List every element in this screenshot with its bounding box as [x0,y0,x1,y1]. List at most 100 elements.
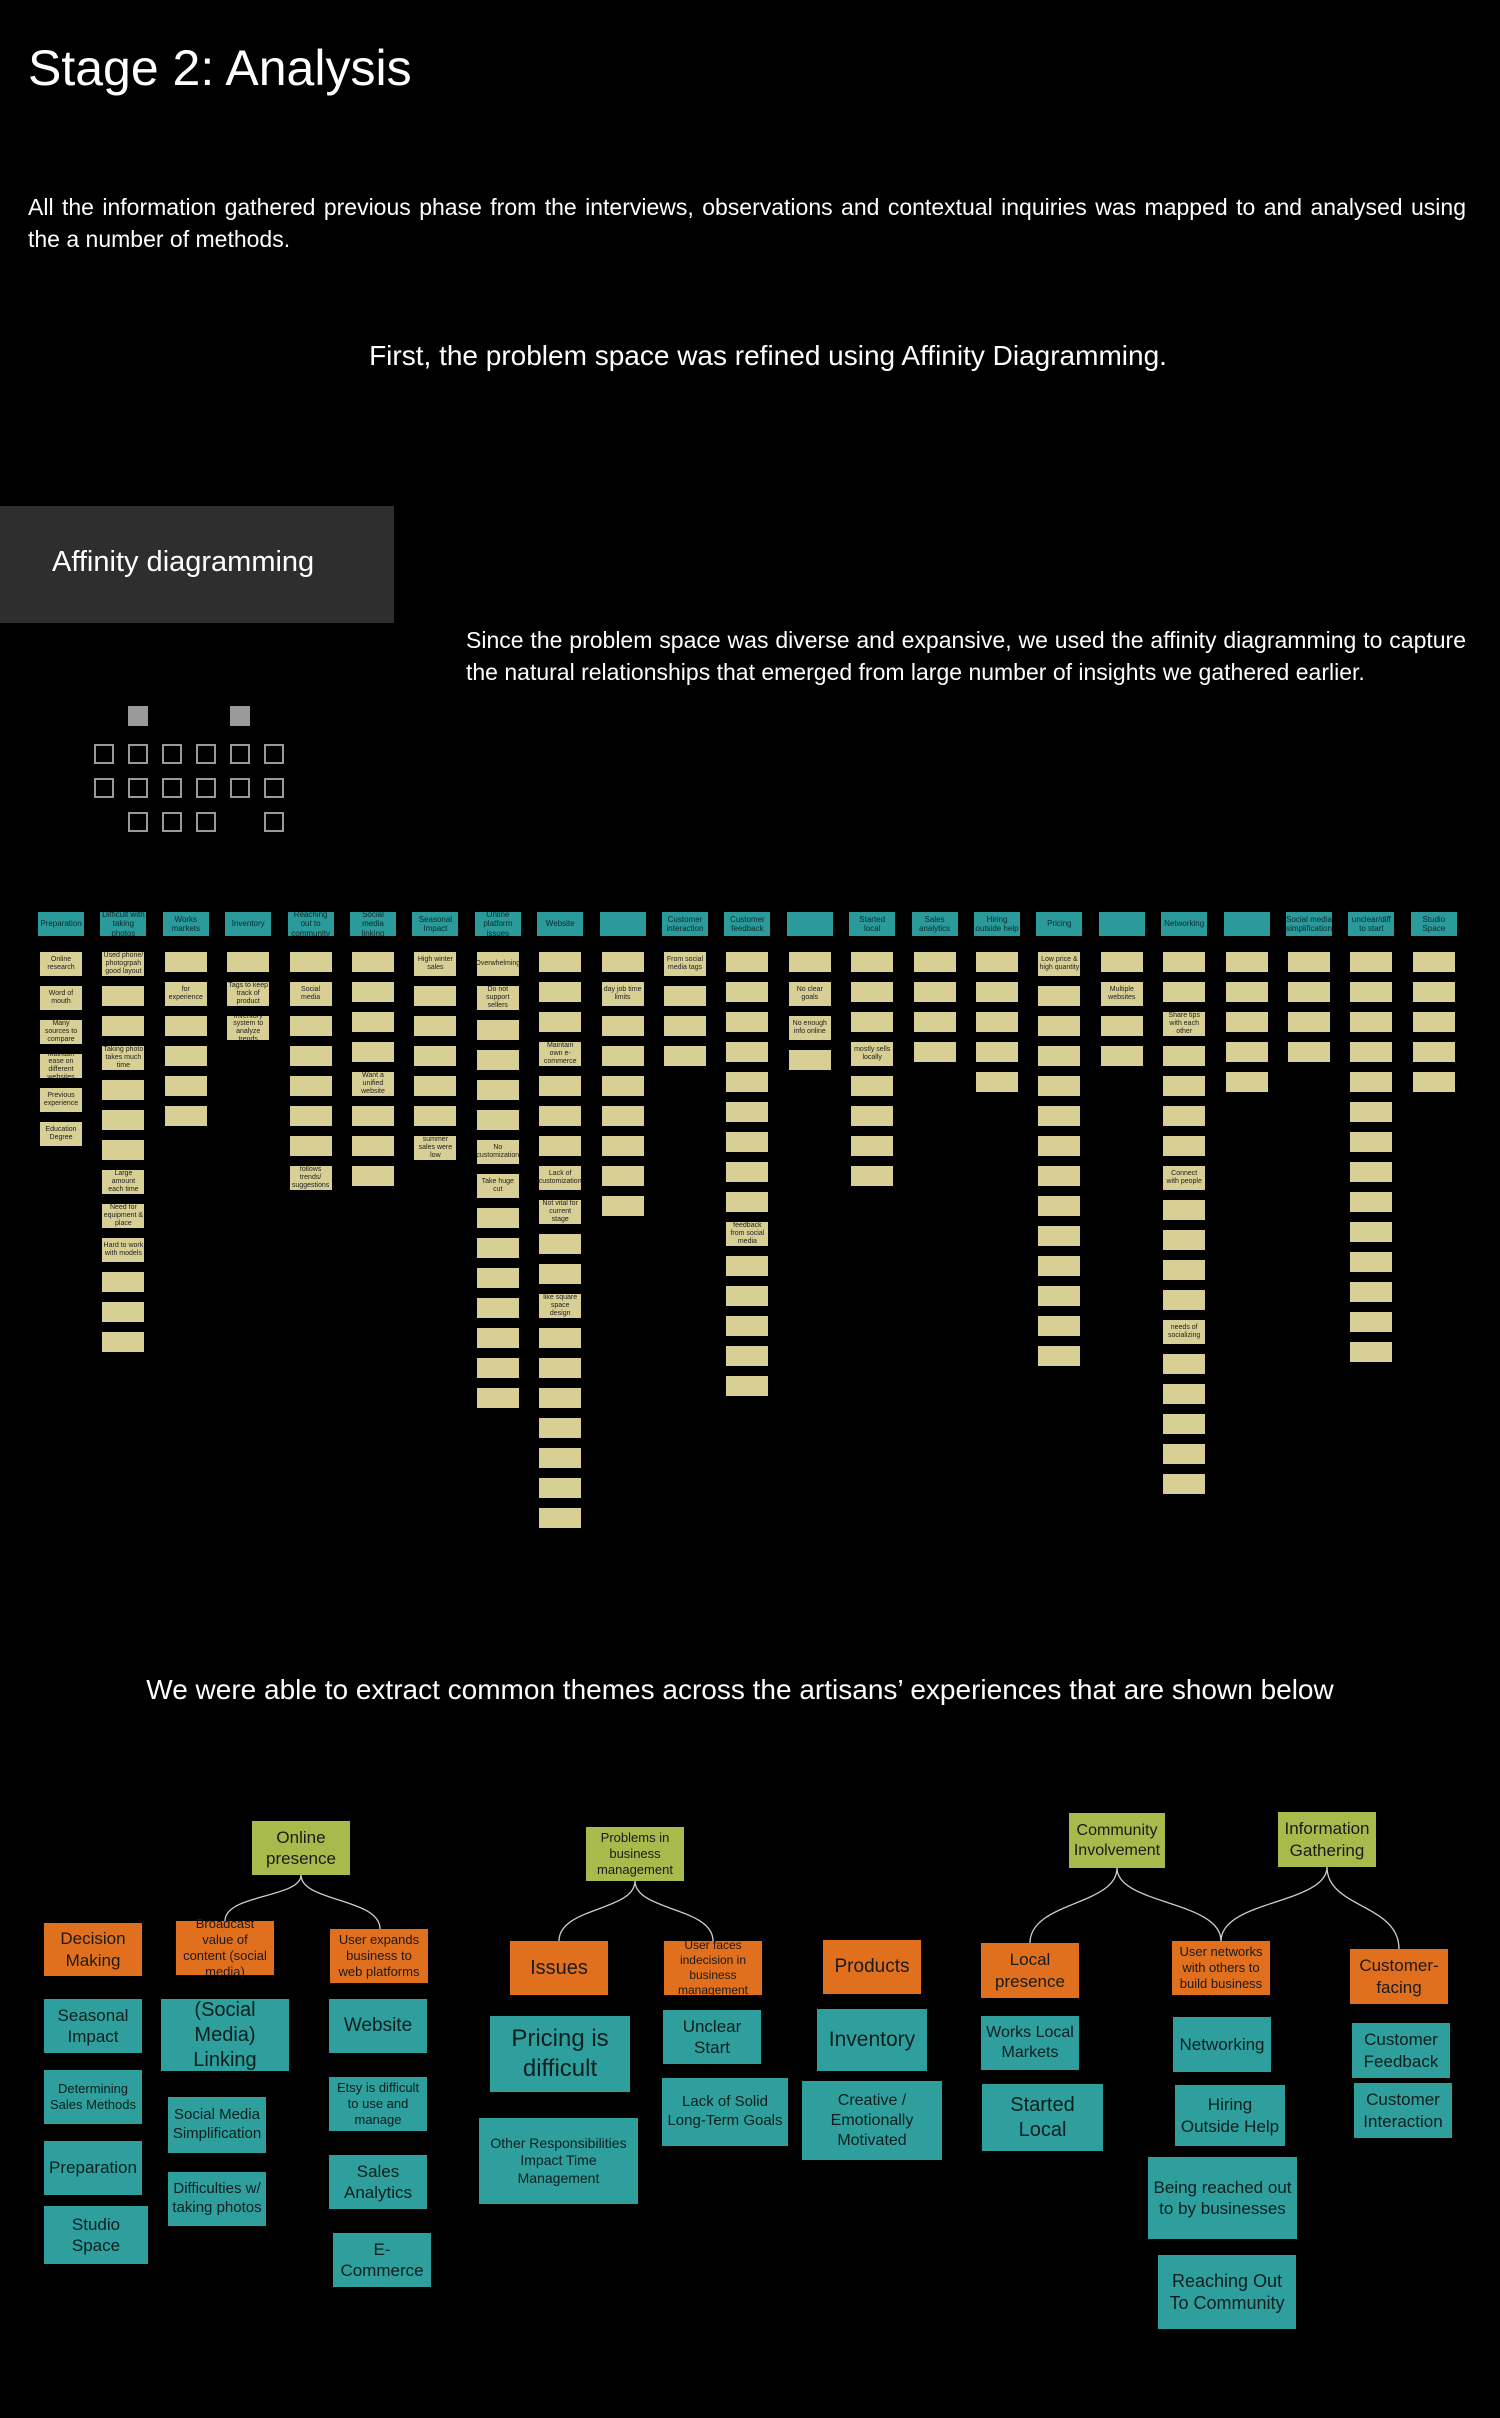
wall-sticky-note [913,1042,956,1062]
wall-sticky-note [1350,1252,1393,1272]
grid-square [196,812,216,832]
wall-sticky-note [164,1016,207,1036]
wall-column-header [1223,912,1270,936]
wall-sticky-note: Multiple websites [1100,982,1143,1006]
theme-connectors [224,1866,1400,1950]
wall-column-header: Hiring outside help [974,912,1020,936]
wall-sticky-note [1225,1042,1268,1062]
wall-sticky-note [289,1016,332,1036]
wall-sticky-note [601,1196,644,1216]
wall-sticky-note: Take huge cut [476,1174,519,1198]
grid-square [94,744,114,764]
wall-column-header: Social media simplification [1286,912,1332,936]
wall-sticky-note [164,952,207,972]
wall-column-header: Seasonal Impact [412,912,459,936]
wall-sticky-note [726,1256,769,1276]
connector-line [1029,1867,1118,1944]
wall-sticky-note: Do not support sellers [476,986,519,1010]
wall-sticky-note [1038,1016,1081,1036]
root-information-gathering: Information Gathering [1278,1812,1376,1867]
wall-sticky-note [1412,1042,1455,1062]
wall-sticky-note [476,1328,519,1348]
wall-sticky-note: Need for equipment & place [102,1204,145,1228]
wall-column-header: Difficult with taking photos [100,912,147,936]
item-inventory: Inventory [817,2009,927,2071]
wall-sticky-note: Share tips with each other [1163,1012,1206,1036]
wall-sticky-note: summer sales were low [414,1136,457,1160]
wall-column-header: Social media linking [350,912,396,936]
wall-sticky-note [1225,1012,1268,1032]
wall-sticky-note [1412,982,1455,1002]
grid-square [264,812,284,832]
wall-sticky-note [1163,952,1206,972]
wall-sticky-note [164,1076,207,1096]
grid-square [162,778,182,798]
wall-sticky-note [289,1136,332,1156]
wall-column-header: Networking [1161,912,1208,936]
wall-sticky-note [1163,1290,1206,1310]
wall-sticky-note [1350,1072,1393,1092]
wall-sticky-note [539,1012,582,1032]
wall-sticky-note: Connect with people [1163,1166,1206,1190]
wall-sticky-note [414,1106,457,1126]
wall-sticky-note [851,1012,894,1032]
wall-sticky-note: Taking photo takes much time [102,1046,145,1070]
connector-line [1220,1866,1328,1942]
wall-column-header: Preparation [38,912,84,936]
wall-sticky-note [1038,1226,1081,1246]
wall-sticky-note [1412,1012,1455,1032]
wall-sticky-note: Low price & high quantity [1038,952,1081,976]
wall-sticky-note: for experience [164,982,207,1006]
wall-sticky-note [414,1016,457,1036]
wall-sticky-note: From social media tags [664,952,706,976]
wall-column-header: Started local [849,912,896,936]
item-etsy-difficult: Etsy is difficult to use and manage [329,2077,427,2131]
wall-sticky-note [726,982,769,1002]
root-community-involvement: Community Involvement [1069,1813,1165,1868]
item-e-commerce: E-Commerce [333,2233,431,2287]
wall-sticky-note [601,1076,644,1096]
cat-web-platforms: User expands business to web platforms [330,1929,428,1983]
wall-column-header: Website [537,912,584,936]
wall-sticky-note [664,1046,706,1066]
wall-sticky-note [539,1106,582,1126]
wall-sticky-note: Want a unified website [352,1072,394,1096]
grid-square [128,778,148,798]
wall-sticky-note [1163,1076,1206,1096]
wall-column-header [1098,912,1145,936]
wall-sticky-note [726,1072,769,1092]
wall-sticky-note [1412,952,1455,972]
wall-sticky-note [1038,1166,1081,1186]
wall-sticky-note [352,952,394,972]
wall-sticky-note: Education Degree [40,1122,82,1146]
wall-sticky-note [1350,952,1393,972]
item-reached-by-businesses: Being reached out to by businesses [1148,2157,1297,2239]
grid-square [196,744,216,764]
wall-sticky-note [726,1286,769,1306]
wall-sticky-note [1163,1354,1206,1374]
item-sales-analytics: Sales Analytics [329,2155,427,2209]
wall-sticky-note: Not vital for current stage [539,1200,582,1224]
wall-sticky-note [164,1046,207,1066]
grid-square [264,744,284,764]
wall-sticky-note [1350,1102,1393,1122]
wall-sticky-note [1163,1384,1206,1404]
themes-statement: We were able to extract common themes ac… [146,1674,1334,1705]
affinity-wall: Preparation Online research Word of mouth M… [0,900,1500,1580]
connector-line [1326,1866,1400,1950]
wall-column-header: Inventory [225,912,272,936]
wall-column-header [786,912,833,936]
wall-sticky-note: feedback from social media [726,1222,769,1246]
wall-sticky-note [851,1136,894,1156]
wall-sticky-note [1288,952,1330,972]
item-lack-long-term-goals: Lack of Solid Long-Term Goals [662,2078,788,2146]
wall-sticky-note: No clear goals [788,982,831,1006]
wall-sticky-note [352,1166,394,1186]
page-title: Stage 2: Analysis [28,40,412,96]
wall-sticky-note [1350,1162,1393,1182]
wall-sticky-note: No enough info online [788,1016,831,1040]
connector-line [634,1880,714,1942]
wall-sticky-note [1350,1042,1393,1062]
grid-square [162,744,182,764]
wall-column-header: Works markets [162,912,209,936]
